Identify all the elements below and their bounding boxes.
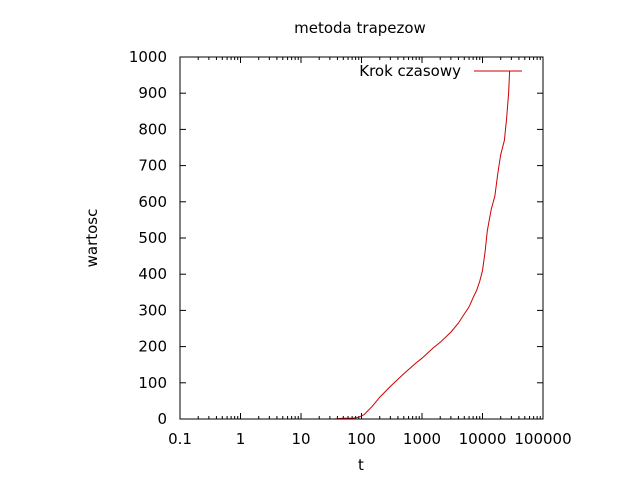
- series-line-0: [333, 71, 511, 420]
- series-layer: [333, 71, 511, 420]
- y-tick-label: 0: [157, 410, 167, 428]
- x-axis-title: t: [358, 456, 364, 474]
- x-tick-label: 1: [236, 430, 246, 448]
- x-tick-label: 1000: [403, 430, 441, 448]
- y-tick-label: 1000: [129, 48, 167, 66]
- axis-tick-labels: 0 100 200 300 400 500 600 700 800 900 1000 0.1 1 10 10…: [129, 48, 572, 448]
- axis-ticks: [179, 56, 544, 420]
- plot-frame: [179, 56, 544, 420]
- x-tick-label: 10000: [459, 430, 507, 448]
- y-tick-label: 200: [138, 338, 167, 356]
- y-tick-label: 800: [138, 120, 167, 138]
- y-tick-label: 500: [138, 229, 167, 247]
- x-tick-label: 100000: [514, 430, 571, 448]
- x-tick-label: 0.1: [168, 430, 192, 448]
- y-tick-label: 400: [138, 265, 167, 283]
- y-tick-label: 700: [138, 157, 167, 175]
- x-tick-label: 10: [291, 430, 310, 448]
- y-axis-title: wartosc: [83, 209, 101, 268]
- x-tick-label: 100: [347, 430, 376, 448]
- y-tick-label: 900: [138, 84, 167, 102]
- y-tick-label: 100: [138, 374, 167, 392]
- y-tick-label: 300: [138, 301, 167, 319]
- y-tick-label: 600: [138, 193, 167, 211]
- legend: Krok czasowy: [359, 62, 522, 80]
- chart-title: metoda trapezow: [294, 19, 426, 37]
- legend-label: Krok czasowy: [359, 62, 461, 80]
